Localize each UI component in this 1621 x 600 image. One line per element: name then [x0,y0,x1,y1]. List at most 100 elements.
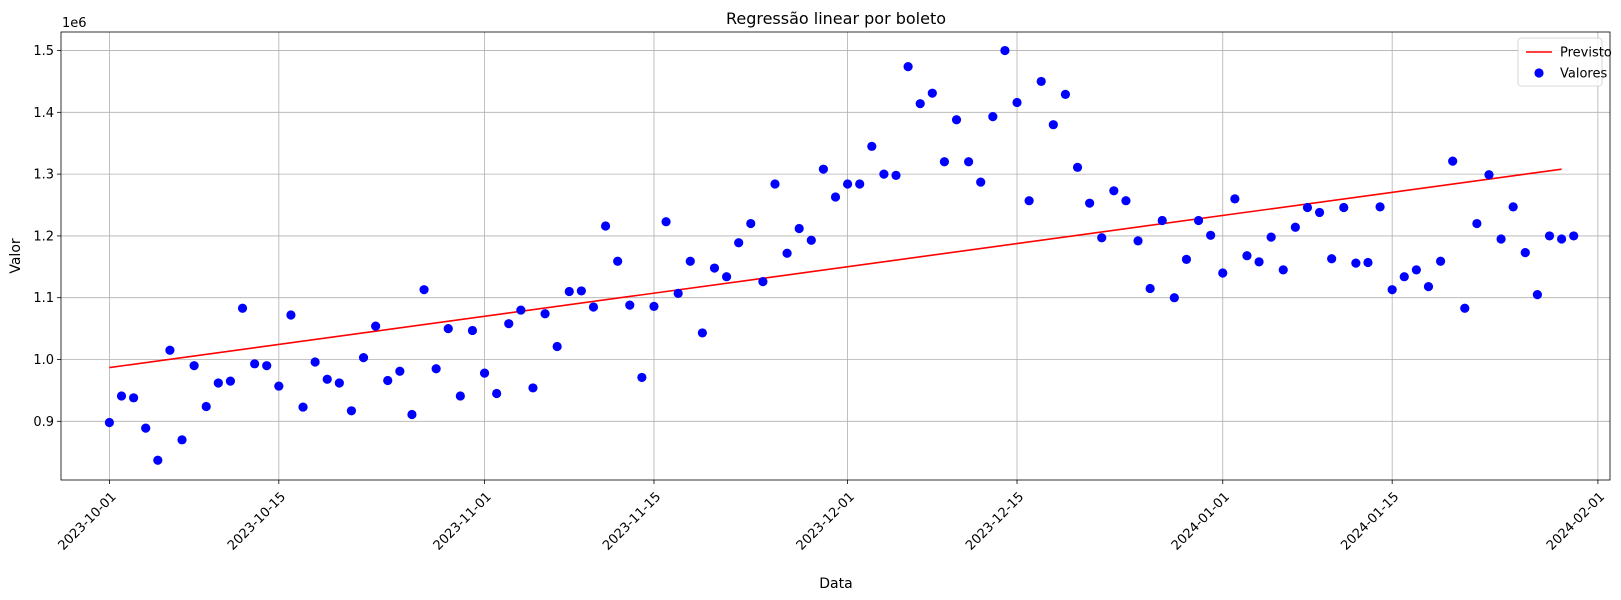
data-point [250,359,260,369]
data-point [419,285,429,295]
data-point [685,256,695,266]
data-point [697,328,707,338]
data-point [915,99,925,109]
data-point [1290,222,1300,232]
data-point [625,300,635,310]
data-point [794,223,804,234]
data-point [358,353,369,363]
data-point [588,302,599,312]
y-tick-label: 1.1 [33,291,54,306]
y-tick-label: 1.5 [33,44,54,59]
data-point [334,378,344,388]
data-point [637,372,647,383]
data-point [951,115,962,125]
data-point [1411,265,1421,275]
data-point [1072,162,1083,172]
data-point [734,238,744,248]
data-point [1314,207,1325,218]
data-point [1399,272,1409,282]
data-point [516,305,526,315]
data-point [310,357,320,367]
data-point [1532,290,1542,300]
data-point [552,341,562,352]
data-point [1302,202,1313,213]
data-point [1448,156,1458,166]
data-point [1278,265,1288,275]
grid [61,32,1610,480]
data-point [1121,196,1131,206]
y-tick-label: 1.3 [33,168,54,183]
data-point [1569,231,1579,241]
data-point [346,406,357,416]
data-point [213,378,223,388]
data-point [1145,283,1155,294]
data-point [153,455,163,465]
data-point [1193,215,1204,226]
data-point [1556,234,1567,244]
data-point [1060,89,1071,100]
data-point [371,321,381,331]
data-point [431,364,441,374]
data-point [1157,215,1167,226]
data-point [322,374,332,384]
data-point [492,388,502,399]
data-point [1484,170,1494,180]
x-tick-label: 2023-12-01 [794,490,858,554]
data-point [129,393,139,403]
axes: 0.9 1.0 1.1 1.2 1.3 1.4 1.5 2023-10-01 2023-10-1… [33,31,1611,554]
data-point [298,402,308,412]
data-point [1472,218,1482,229]
data-point [867,141,877,151]
data-point [1012,97,1022,108]
x-tick-label: 2023-12-15 [963,490,1027,554]
data-point [141,423,151,433]
x-tick-label: 2024-01-01 [1169,490,1233,554]
data-point [540,309,550,319]
data-point [1375,202,1385,212]
data-point [709,263,720,273]
data-point [165,345,175,355]
x-axis-label: Data [819,576,852,592]
data-point [1181,254,1192,264]
data-point [903,62,913,72]
data-point [600,221,611,231]
data-point [1423,281,1434,292]
data-point [1460,303,1470,313]
data-point [201,401,211,412]
data-point [721,272,732,282]
data-point [262,361,272,371]
data-point [1109,186,1119,196]
data-point [1218,268,1228,278]
data-point [383,375,393,386]
data-point [504,319,514,329]
y-axis-multiplier: 1e6 [62,16,87,31]
y-tick-label: 0.9 [33,415,54,430]
axes-frame [60,31,1611,481]
data-point [818,164,828,174]
x-tick-label: 2023-11-15 [600,490,664,554]
data-point [1266,232,1276,242]
data-point [1036,76,1046,87]
x-tick-label: 2023-10-15 [225,490,289,554]
data-point [237,303,248,313]
data-point [455,391,465,401]
data-point [443,324,453,334]
data-point [467,325,478,336]
x-tick-label: 2023-10-01 [56,490,120,554]
data-point [1496,234,1506,244]
data-point [1048,120,1058,130]
data-point [1169,293,1179,303]
data-point [976,177,986,187]
y-tick-label: 1.2 [33,229,54,244]
data-point [225,376,236,386]
data-point [782,248,792,258]
data-point [576,286,586,296]
data-point [1254,257,1264,267]
data-point [1508,202,1518,212]
y-axis-label: Valor [8,238,24,274]
data-point [286,310,296,320]
y-tick-label: 1.0 [33,353,54,368]
data-point [806,235,816,245]
x-tick-label: 2024-02-01 [1544,490,1608,554]
